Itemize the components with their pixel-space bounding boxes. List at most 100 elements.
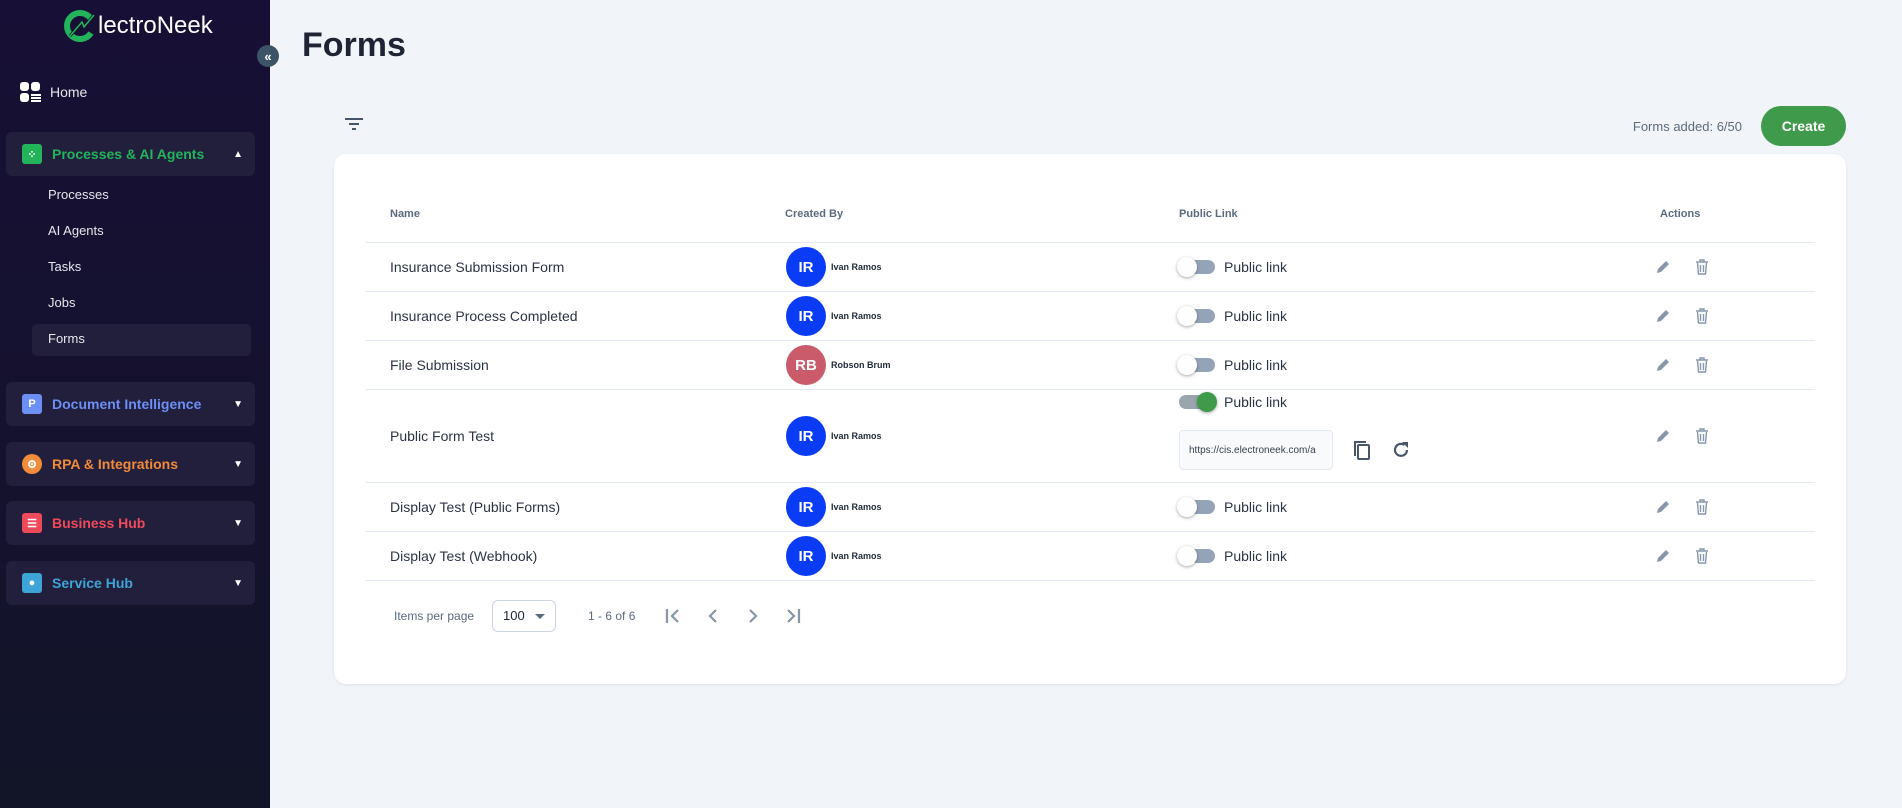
sidebar: lectroNeek Home ⁘ Processes & AI Agents … xyxy=(0,0,270,808)
last-page-icon[interactable] xyxy=(783,606,803,626)
trash-icon[interactable] xyxy=(1693,258,1711,276)
business-icon: ☰ xyxy=(22,513,42,533)
toggle-knob xyxy=(1177,306,1197,326)
avatar: RB xyxy=(786,345,826,385)
public-link-label: Public link xyxy=(1224,548,1288,564)
public-link-toggle[interactable] xyxy=(1177,257,1215,277)
sidebar-group-service-hub[interactable]: ● Service Hub ▼ xyxy=(6,561,255,605)
sidebar-group-processes[interactable]: ⁘ Processes & AI Agents ▲ xyxy=(6,132,255,176)
edit-icon[interactable] xyxy=(1654,307,1672,325)
page-title: Forms xyxy=(302,26,406,64)
gear-icon: ⚙ xyxy=(22,454,42,474)
group-label: RPA & Integrations xyxy=(52,456,179,472)
home-grid-icon xyxy=(20,82,41,102)
form-name[interactable]: Insurance Process Completed xyxy=(390,308,578,324)
trash-icon[interactable] xyxy=(1693,307,1711,325)
creator-name: Ivan Ramos xyxy=(831,551,882,561)
home-label: Home xyxy=(50,84,88,100)
group-label: Service Hub xyxy=(52,575,133,591)
first-page-icon[interactable] xyxy=(663,606,683,626)
next-page-icon[interactable] xyxy=(743,606,763,626)
edit-icon[interactable] xyxy=(1654,258,1672,276)
sidebar-group-business-hub[interactable]: ☰ Business Hub ▼ xyxy=(6,501,255,545)
toggle-knob xyxy=(1177,355,1197,375)
creator-name: Ivan Ramos xyxy=(831,431,882,441)
sidebar-item-ai-agents[interactable]: AI Agents xyxy=(48,223,104,238)
edit-icon[interactable] xyxy=(1654,356,1672,374)
creator-name: Ivan Ramos xyxy=(831,311,882,321)
edit-icon[interactable] xyxy=(1654,427,1672,445)
form-name[interactable]: Display Test (Public Forms) xyxy=(390,499,561,515)
avatar: IR xyxy=(786,487,826,527)
header-name: Name xyxy=(390,208,420,220)
trash-icon[interactable] xyxy=(1693,356,1711,374)
page-size-value: 100 xyxy=(503,608,525,623)
page-size-select[interactable]: 100 xyxy=(492,600,556,632)
header-public-link: Public Link xyxy=(1179,208,1238,220)
electroneek-logo-icon xyxy=(64,10,96,42)
public-link-toggle[interactable] xyxy=(1179,392,1217,412)
row-divider xyxy=(366,482,1815,483)
sidebar-item-processes[interactable]: Processes xyxy=(48,187,109,202)
processes-icon: ⁘ xyxy=(22,144,42,164)
toggle-knob xyxy=(1197,392,1217,412)
avatar: IR xyxy=(786,247,826,287)
group-label: Processes & AI Agents xyxy=(52,146,205,162)
copy-icon[interactable] xyxy=(1351,439,1373,461)
avatar: IR xyxy=(786,536,826,576)
active-item-highlight xyxy=(32,324,251,356)
sidebar-item-tasks[interactable]: Tasks xyxy=(48,259,82,274)
trash-icon[interactable] xyxy=(1693,427,1711,445)
chevron-down-icon: ▼ xyxy=(233,398,243,410)
filter-icon[interactable] xyxy=(344,116,364,132)
document-icon: P xyxy=(22,394,42,414)
items-per-page-label: Items per page xyxy=(394,609,475,623)
page-range: 1 - 6 of 6 xyxy=(588,609,636,623)
toggle-knob xyxy=(1177,546,1197,566)
public-link-label: Public link xyxy=(1224,499,1288,515)
form-name[interactable]: Insurance Submission Form xyxy=(390,259,565,275)
chevron-up-icon: ▲ xyxy=(233,148,243,160)
sidebar-item-forms[interactable]: Forms xyxy=(48,331,85,346)
trash-icon[interactable] xyxy=(1693,498,1711,516)
collapse-sidebar-button[interactable]: « xyxy=(257,45,279,67)
public-link-toggle[interactable] xyxy=(1177,306,1215,326)
sidebar-group-rpa[interactable]: ⚙ RPA & Integrations ▼ xyxy=(6,442,255,486)
edit-icon[interactable] xyxy=(1654,547,1672,565)
public-link-toggle[interactable] xyxy=(1177,546,1215,566)
public-link-label: Public link xyxy=(1224,259,1288,275)
sidebar-item-home[interactable]: Home xyxy=(20,82,87,102)
previous-page-icon[interactable] xyxy=(703,606,723,626)
public-url-field[interactable] xyxy=(1179,430,1333,470)
creator-name: Ivan Ramos xyxy=(831,502,882,512)
dropdown-caret-icon xyxy=(535,614,545,619)
avatar: IR xyxy=(786,416,826,456)
chevron-down-icon: ▼ xyxy=(233,577,243,589)
avatar: IR xyxy=(786,296,826,336)
chevron-down-icon: ▼ xyxy=(233,517,243,529)
creator-name: Ivan Ramos xyxy=(831,262,882,272)
logo[interactable]: lectroNeek xyxy=(64,10,213,42)
create-button[interactable]: Create xyxy=(1761,106,1846,146)
form-name[interactable]: Display Test (Webhook) xyxy=(390,548,538,564)
toggle-knob xyxy=(1177,257,1197,277)
header-actions: Actions xyxy=(1660,208,1701,220)
group-label: Document Intelligence xyxy=(52,396,202,412)
group-label: Business Hub xyxy=(52,515,146,531)
public-link-label: Public link xyxy=(1224,308,1288,324)
row-divider xyxy=(366,242,1815,243)
public-link-label: Public link xyxy=(1224,394,1288,410)
public-link-toggle[interactable] xyxy=(1177,497,1215,517)
form-name[interactable]: File Submission xyxy=(390,357,489,373)
edit-icon[interactable] xyxy=(1654,498,1672,516)
refresh-icon[interactable] xyxy=(1391,440,1411,460)
sidebar-item-jobs[interactable]: Jobs xyxy=(48,295,76,310)
trash-icon[interactable] xyxy=(1693,547,1711,565)
public-link-label: Public link xyxy=(1224,357,1288,373)
public-link-toggle[interactable] xyxy=(1177,355,1215,375)
toggle-knob xyxy=(1177,497,1197,517)
sidebar-group-document-intelligence[interactable]: P Document Intelligence ▼ xyxy=(6,382,255,426)
row-divider xyxy=(366,340,1815,341)
forms-added-count: Forms added: 6/50 xyxy=(1632,119,1742,134)
form-name[interactable]: Public Form Test xyxy=(390,428,494,444)
